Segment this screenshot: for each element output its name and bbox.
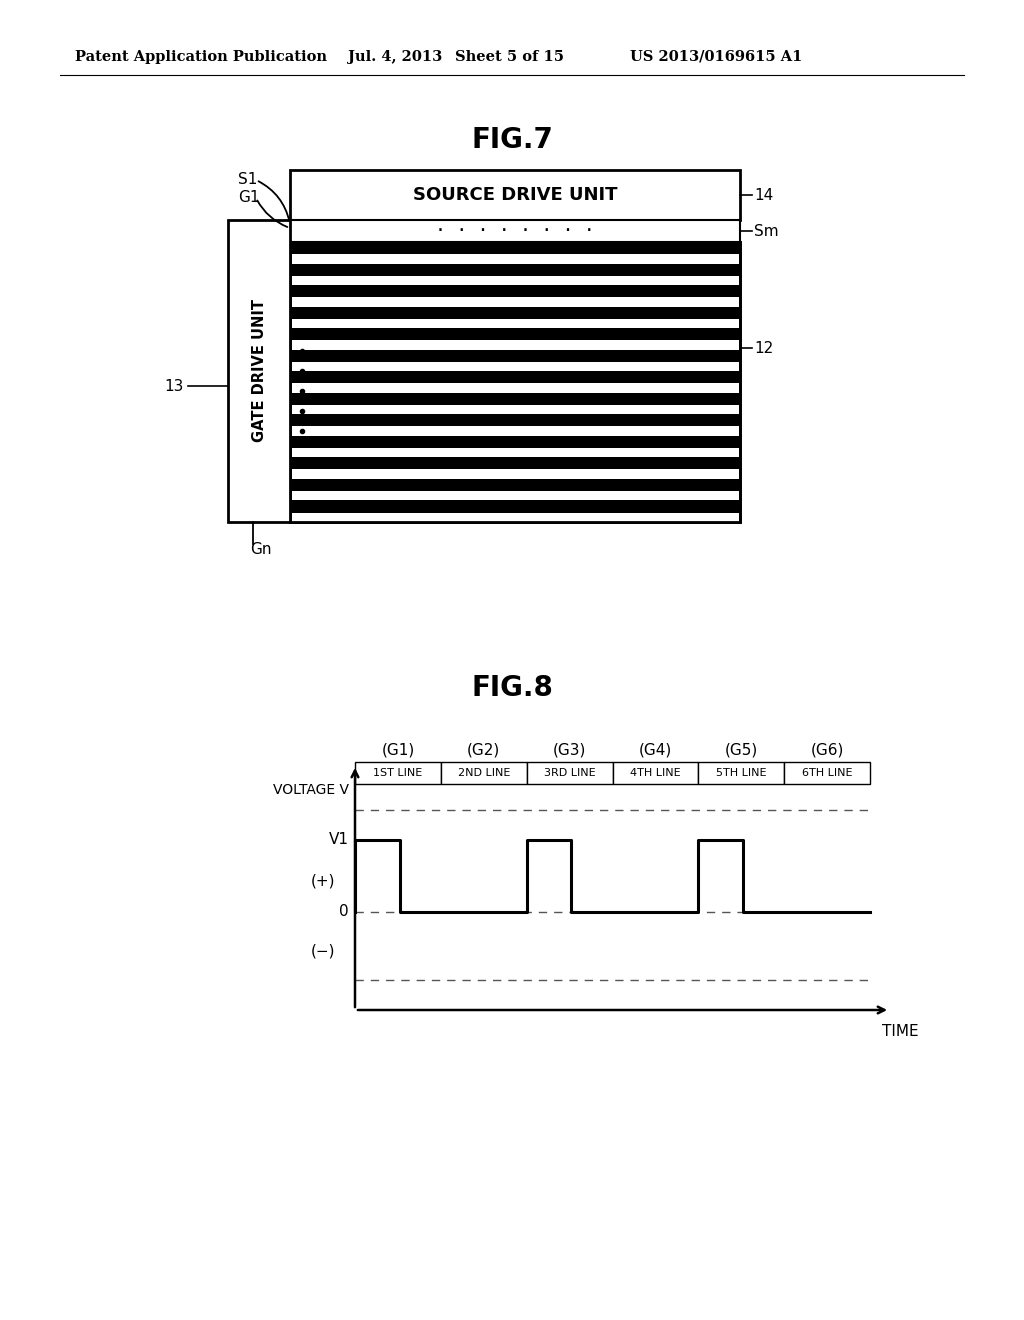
Bar	[291, 276, 739, 285]
Text: 12: 12	[754, 341, 773, 356]
Text: ·  ·  ·  ·  ·  ·  ·  ·: · · · · · · · ·	[437, 220, 593, 242]
Text: Patent Application Publication: Patent Application Publication	[75, 50, 327, 63]
Text: 2ND LINE: 2ND LINE	[458, 768, 510, 777]
Text: (−): (−)	[310, 944, 335, 958]
Text: 14: 14	[754, 187, 773, 202]
Bar	[290, 242, 740, 521]
Bar	[291, 491, 739, 500]
Text: SOURCE DRIVE UNIT: SOURCE DRIVE UNIT	[413, 186, 617, 205]
Text: (G2): (G2)	[467, 742, 501, 758]
Text: (G3): (G3)	[553, 742, 587, 758]
Bar	[441, 762, 526, 784]
Bar	[291, 447, 739, 458]
Bar	[291, 318, 739, 329]
Text: Sheet 5 of 15: Sheet 5 of 15	[455, 50, 564, 63]
Bar	[291, 512, 739, 521]
Bar	[290, 170, 740, 220]
Bar	[291, 383, 739, 393]
Bar	[291, 426, 739, 436]
Text: 5TH LINE: 5TH LINE	[716, 768, 767, 777]
Bar	[228, 220, 290, 521]
Text: VOLTAGE V: VOLTAGE V	[273, 783, 349, 797]
Text: 1ST LINE: 1ST LINE	[374, 768, 423, 777]
Bar	[291, 470, 739, 479]
Text: Gn: Gn	[250, 543, 271, 557]
Bar	[291, 297, 739, 306]
Text: Sm: Sm	[754, 223, 778, 239]
Text: S1: S1	[238, 173, 257, 187]
Bar	[526, 762, 612, 784]
Text: US 2013/0169615 A1: US 2013/0169615 A1	[630, 50, 803, 63]
Text: G1: G1	[238, 190, 259, 206]
Text: V1: V1	[329, 833, 349, 847]
Bar	[290, 242, 740, 521]
Text: Jul. 4, 2013: Jul. 4, 2013	[348, 50, 442, 63]
Text: (G6): (G6)	[810, 742, 844, 758]
Bar	[291, 362, 739, 371]
Text: (G5): (G5)	[725, 742, 758, 758]
Text: 0: 0	[339, 904, 349, 920]
Bar	[291, 341, 739, 350]
Text: FIG.8: FIG.8	[471, 675, 553, 702]
Text: GATE DRIVE UNIT: GATE DRIVE UNIT	[252, 300, 266, 442]
Text: (+): (+)	[310, 874, 335, 888]
Text: (G1): (G1)	[381, 742, 415, 758]
Bar	[291, 405, 739, 414]
Bar	[291, 253, 739, 264]
Text: (G4): (G4)	[639, 742, 672, 758]
Bar	[355, 762, 441, 784]
Text: 4TH LINE: 4TH LINE	[630, 768, 681, 777]
Text: 6TH LINE: 6TH LINE	[802, 768, 852, 777]
Bar	[290, 220, 740, 242]
Text: 3RD LINE: 3RD LINE	[544, 768, 595, 777]
Bar	[612, 762, 698, 784]
Bar	[784, 762, 870, 784]
Text: 13: 13	[165, 379, 184, 393]
Text: TIME: TIME	[882, 1024, 919, 1040]
Text: FIG.7: FIG.7	[471, 125, 553, 154]
Bar	[698, 762, 784, 784]
